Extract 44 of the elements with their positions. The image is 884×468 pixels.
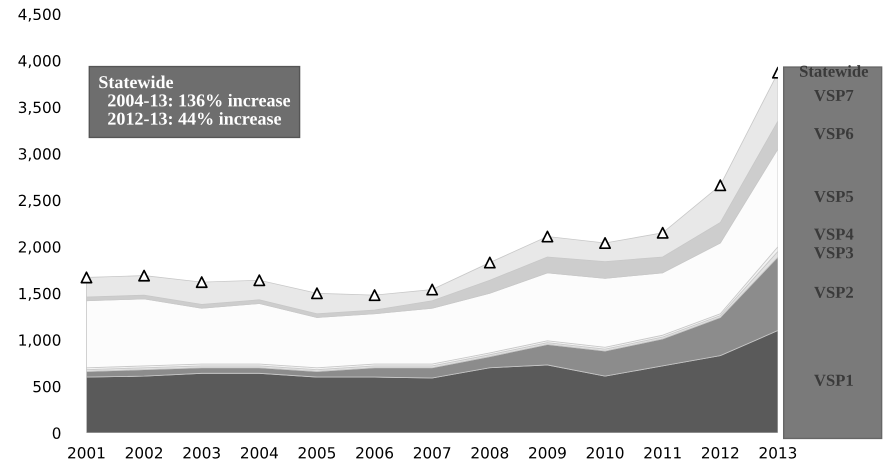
x-tick-label: 2003 [183, 447, 220, 459]
text: VSP1 [814, 374, 853, 386]
y-tick-label: 3,500 [18, 102, 60, 115]
point [656, 226, 669, 239]
y-tick-label: 4,500 [18, 8, 60, 22]
point [138, 270, 150, 282]
text: VSP7 [814, 90, 854, 102]
annotation: Statewide 2004-13: 136% increase 2012-13: 44% increase [99, 76, 290, 125]
x-tick-label: 2009 [529, 447, 566, 459]
point [196, 276, 208, 288]
point [368, 289, 381, 302]
x-tick-label: 2006 [356, 447, 394, 459]
text: VSP3 [814, 247, 854, 258]
y-tick-label: 1,500 [19, 288, 60, 301]
point [714, 179, 726, 192]
point [253, 274, 266, 286]
x-tick-label: 2001 [68, 447, 104, 459]
text: VSP6 [814, 128, 854, 140]
x-tick-label: 2012 [702, 447, 738, 459]
x-tick-label: 2007 [414, 447, 450, 459]
series-label: Statewide [800, 65, 868, 77]
point [426, 284, 438, 296]
x-tick-label: 2002 [126, 447, 162, 459]
y-tick-label: 2,500 [18, 194, 60, 208]
point [541, 230, 554, 242]
y-tick-label: 1,000 [19, 334, 60, 348]
text: VSP2 [814, 286, 854, 298]
y-tick-label: 500 [33, 380, 60, 392]
y-tick-label: 2,000 [18, 241, 60, 254]
y-tick-label: 3,000 [18, 148, 60, 162]
x-tick-label: 2004 [241, 447, 278, 459]
text: VSP4 [814, 228, 854, 240]
x-tick-label: 2011 [644, 447, 681, 459]
x-tick-label: 2008 [471, 447, 508, 459]
y-tick-label: 0 [52, 427, 60, 439]
text: VSP5 [814, 190, 854, 202]
x-tick-label: 2005 [298, 447, 336, 459]
x-tick-label: 2013 [760, 447, 796, 459]
x-tick-label: 2010 [586, 447, 624, 459]
point [310, 287, 323, 300]
point [80, 271, 92, 284]
point [599, 237, 612, 249]
point [484, 256, 496, 269]
y-tick-label: 4,000 [18, 55, 60, 68]
